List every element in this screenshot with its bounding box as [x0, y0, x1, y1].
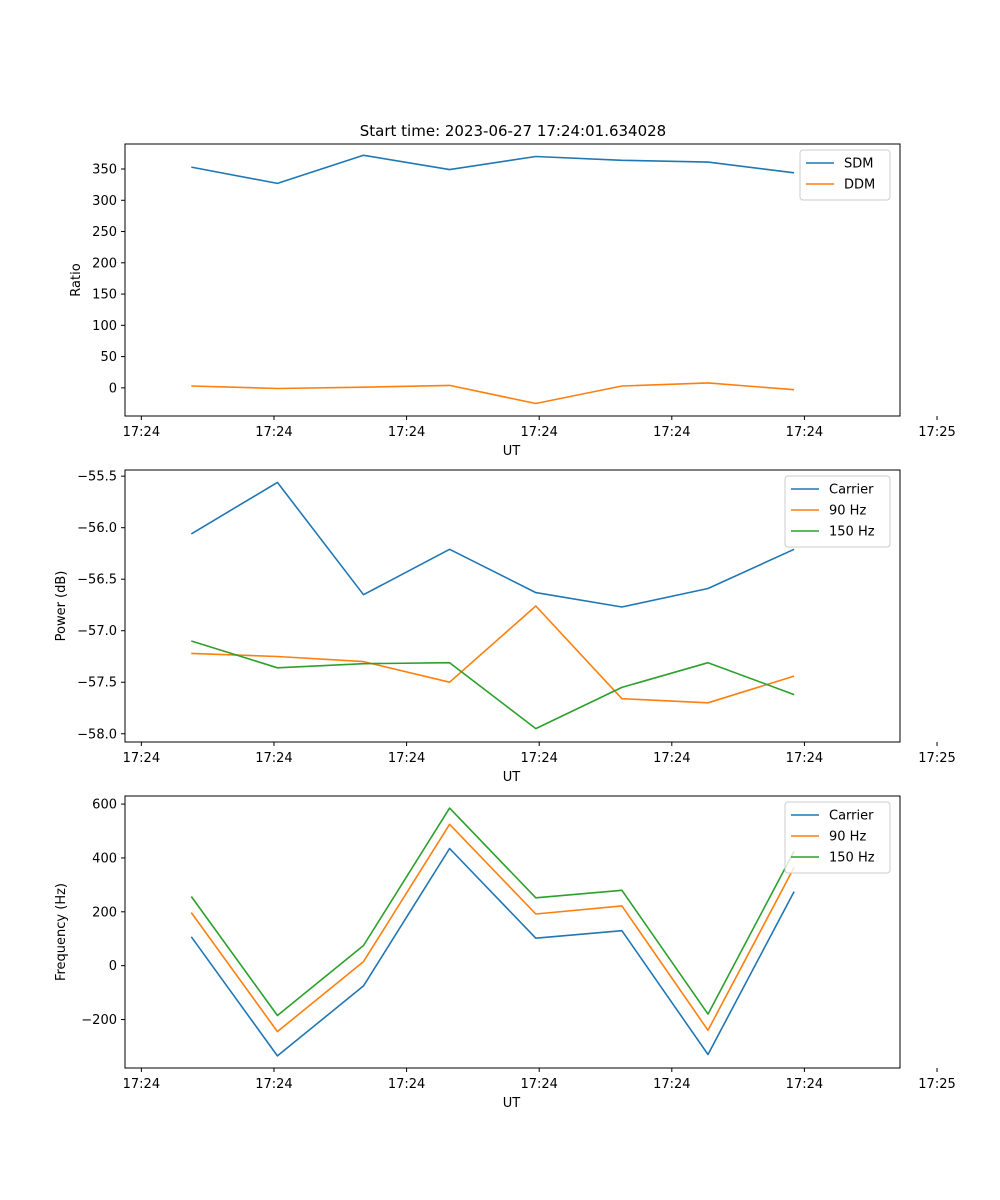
x-tick-label: 17:24 — [520, 425, 557, 440]
y-tick-label: −56.5 — [77, 573, 117, 588]
panel-frequency: 17:24 17:24 17:24 17:24 17:24 17:24 17:25 −200 0… — [54, 795, 956, 1111]
series-line-ddm — [191, 382, 795, 405]
y-tick-label: 100 — [92, 319, 117, 334]
y-tick-label: 0 — [109, 381, 117, 396]
axes-frame — [124, 795, 901, 1069]
series-line-90-hz — [191, 605, 795, 704]
x-tick-label: 17:24 — [786, 751, 823, 766]
x-tick-label: 17:24 — [255, 751, 292, 766]
x-tick-label: 17:24 — [388, 425, 425, 440]
x-tick-label: 17:25 — [918, 425, 955, 440]
x-axis-label: UT — [503, 1096, 521, 1111]
y-tick-label: 300 — [92, 194, 117, 209]
figure-title: Start time: 2023-06-27 17:24:01.634028 — [360, 122, 666, 140]
y-tick-label: −200 — [81, 1013, 117, 1028]
y-tick-label: 200 — [92, 905, 117, 920]
legend: SDM DDM — [799, 149, 891, 201]
y-tick-label: 400 — [92, 851, 117, 866]
y-tick-label: 0 — [109, 959, 117, 974]
legend: Carrier 90 Hz 150 Hz — [784, 475, 891, 548]
series-line-150-hz — [190, 807, 795, 1017]
legend-label: SDM — [844, 157, 873, 172]
x-tick-label: 17:24 — [123, 425, 160, 440]
y-tick-label: 150 — [92, 288, 117, 303]
legend-label: 90 Hz — [829, 504, 866, 519]
panel-ratio: 17:24 17:24 17:24 17:24 17:24 17:24 17:25 0 50 10… — [69, 143, 956, 459]
y-tick-label: 50 — [100, 350, 117, 365]
x-tick-label: 17:24 — [123, 1077, 160, 1092]
series-line-sdm — [191, 154, 795, 185]
x-tick-label: 17:24 — [520, 1077, 557, 1092]
x-tick-label: 17:24 — [388, 1077, 425, 1092]
x-tick-label: 17:24 — [786, 425, 823, 440]
legend-box — [784, 475, 891, 548]
x-tick-label: 17:24 — [520, 751, 557, 766]
axes-frame — [124, 469, 901, 743]
legend-label: 150 Hz — [829, 525, 875, 540]
x-tick-label: 17:24 — [255, 425, 292, 440]
x-tick-label: 17:24 — [388, 751, 425, 766]
y-axis-label: Ratio — [69, 263, 84, 296]
legend-label: 90 Hz — [829, 830, 866, 845]
y-tick-label: −58.0 — [77, 727, 117, 742]
y-tick-label: 250 — [92, 225, 117, 240]
series-line-carrier — [190, 847, 795, 1057]
y-tick-label: 350 — [92, 163, 117, 178]
y-tick-label: 600 — [92, 798, 117, 813]
x-tick-label: 17:24 — [255, 1077, 292, 1092]
y-tick-label: −55.5 — [77, 470, 117, 485]
x-tick-label: 17:24 — [786, 1077, 823, 1092]
x-tick-label: 17:25 — [918, 751, 955, 766]
y-tick-label: −57.0 — [77, 624, 117, 639]
x-tick-label: 17:24 — [653, 1077, 690, 1092]
legend-box — [784, 801, 891, 874]
series-line-carrier — [190, 481, 795, 608]
axes-frame — [124, 143, 901, 417]
x-tick-label: 17:24 — [653, 425, 690, 440]
legend-label: Carrier — [829, 809, 874, 824]
x-axis-label: UT — [503, 444, 521, 459]
panel-power: 17:24 17:24 17:24 17:24 17:24 17:24 17:25 −58.0… — [54, 469, 956, 785]
y-tick-label: −56.0 — [77, 521, 117, 536]
legend: Carrier 90 Hz 150 Hz — [784, 801, 891, 874]
legend-label: DDM — [844, 178, 875, 193]
x-tick-label: 17:24 — [653, 751, 690, 766]
x-axis-label: UT — [503, 770, 521, 785]
y-tick-label: 200 — [92, 256, 117, 271]
x-tick-label: 17:24 — [123, 751, 160, 766]
series-line-90-hz — [190, 823, 795, 1033]
series-line-150-hz — [191, 640, 795, 730]
legend-label: Carrier — [829, 483, 874, 498]
y-axis-label: Power (dB) — [54, 571, 69, 642]
x-tick-label: 17:25 — [918, 1077, 955, 1092]
legend-label: 150 Hz — [829, 851, 875, 866]
y-axis-label: Frequency (Hz) — [54, 883, 69, 981]
y-tick-label: −57.5 — [77, 676, 117, 691]
